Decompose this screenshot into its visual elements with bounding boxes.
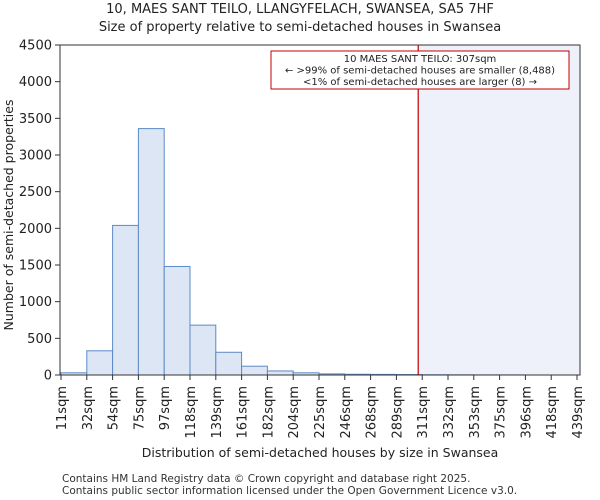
y-tick-label: 4000 — [19, 75, 52, 90]
chart-title: 10, MAES SANT TEILO, LLANGYFELACH, SWANS… — [106, 2, 494, 17]
chart-subtitle: Size of property relative to semi-detach… — [98, 20, 502, 35]
x-tick-label: 375sqm — [494, 386, 509, 439]
histogram-bar — [163, 265, 191, 376]
annotation-text: <1% of semi-detached houses are larger (… — [303, 77, 537, 88]
histogram-bar — [137, 128, 165, 376]
y-tick-label: 3000 — [19, 149, 52, 164]
y-tick-label: 2000 — [19, 222, 52, 237]
footer-copyright: Contains HM Land Registry data © Crown c… — [62, 473, 471, 485]
x-tick-label: 139sqm — [210, 386, 225, 439]
y-tick-label: 500 — [27, 332, 52, 347]
histogram-bar — [266, 370, 294, 376]
x-tick-label: 396sqm — [519, 386, 534, 439]
x-tick-label: 118sqm — [184, 386, 199, 439]
x-tick-label: 289sqm — [390, 386, 405, 439]
x-tick-label: 418sqm — [545, 386, 560, 439]
histogram-bar — [86, 350, 114, 376]
x-tick-label: 225sqm — [313, 386, 328, 439]
x-axis-label: Distribution of semi-detached houses by … — [142, 445, 499, 460]
x-tick-label: 439sqm — [571, 386, 586, 439]
x-tick-label: 311sqm — [416, 386, 431, 439]
x-tick-label: 332sqm — [442, 386, 457, 439]
x-tick-label: 54sqm — [107, 386, 122, 430]
histogram-bar — [189, 324, 217, 376]
annotation-text: 10 MAES SANT TEILO: 307sqm — [344, 54, 497, 65]
x-tick-label: 97sqm — [158, 386, 173, 430]
histogram-bar — [215, 351, 243, 376]
histogram-bar — [241, 365, 268, 376]
x-tick-label: 75sqm — [132, 386, 147, 430]
annotation-box — [270, 50, 570, 90]
histogram-bar — [112, 224, 139, 376]
x-tick-label: 182sqm — [261, 386, 276, 439]
x-tick-label: 32sqm — [81, 386, 96, 430]
x-tick-label: 11sqm — [55, 386, 70, 430]
plot-frame — [59, 44, 581, 376]
annotation-text: ← >99% of semi-detached houses are small… — [285, 66, 555, 77]
y-tick-label: 3500 — [19, 112, 52, 127]
y-axis-label: Number of semi-detached properties — [1, 100, 16, 331]
y-tick-label: 4500 — [19, 39, 52, 54]
footer-licence: Contains public sector information licen… — [62, 485, 518, 497]
y-tick-label: 2500 — [19, 185, 52, 200]
x-tick-label: 353sqm — [468, 386, 483, 439]
y-tick-label: 1500 — [19, 259, 52, 274]
x-tick-label: 204sqm — [287, 386, 302, 439]
x-tick-label: 246sqm — [339, 386, 354, 439]
y-tick-label: 1000 — [19, 295, 52, 310]
larger-region-shade — [418, 45, 580, 375]
y-tick-label: 0 — [44, 369, 52, 384]
x-tick-label: 161sqm — [236, 386, 251, 439]
x-tick-label: 268sqm — [365, 386, 380, 439]
